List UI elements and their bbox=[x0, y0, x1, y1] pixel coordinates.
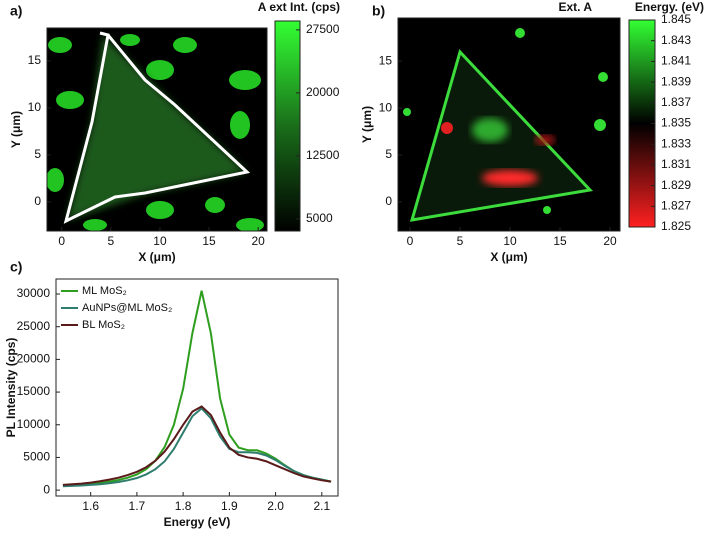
legend-label: BL MoS₂ bbox=[82, 319, 125, 331]
map-image-a bbox=[47, 28, 267, 231]
x-axis-label: X (μm) bbox=[490, 250, 527, 264]
colorbar bbox=[274, 20, 301, 232]
colorbar-tick-label: 1.833 bbox=[661, 136, 691, 150]
map-title: Ext. A bbox=[558, 0, 592, 14]
x-tick-label: 1.7 bbox=[129, 499, 146, 513]
x-tick-label: 1.6 bbox=[82, 499, 99, 513]
x-tick-label: 0 bbox=[58, 234, 65, 248]
y-tick-label: 10000 bbox=[17, 417, 51, 431]
plot-frame bbox=[46, 27, 268, 232]
y-tick-label: 5000 bbox=[23, 450, 50, 464]
x-tick-label: 1.9 bbox=[221, 499, 238, 513]
x-tick-label: 15 bbox=[553, 234, 567, 248]
y-tick-label: 5 bbox=[34, 147, 41, 161]
colorbar-tick-label: 1.835 bbox=[661, 116, 691, 130]
colorbar-tick-label: 1.839 bbox=[661, 74, 691, 88]
y-tick-label: 25000 bbox=[17, 319, 51, 333]
colorbar-tick-label: 27500 bbox=[306, 22, 340, 36]
x-tick-label: 2.1 bbox=[313, 499, 330, 513]
colorbar-tick-label: 1.845 bbox=[661, 12, 691, 26]
map-title: A ext Int. (cps) bbox=[258, 0, 340, 14]
y-tick-label: 30000 bbox=[17, 286, 51, 300]
x-tick-label: 10 bbox=[153, 234, 167, 248]
colorbar-title: Energy. (eV) bbox=[635, 0, 704, 14]
y-tick-label: 10 bbox=[28, 100, 42, 114]
x-axis-label: X (μm) bbox=[138, 250, 175, 264]
y-tick-label: 10 bbox=[379, 100, 393, 114]
map-image-b bbox=[398, 18, 620, 231]
plot-frame bbox=[397, 17, 621, 232]
x-tick-label: 15 bbox=[202, 234, 216, 248]
x-tick-label: 5 bbox=[107, 234, 114, 248]
y-axis-label: PL Intensity (cps) bbox=[4, 338, 18, 438]
y-tick-label: 20000 bbox=[17, 352, 51, 366]
y-tick-label: 15000 bbox=[17, 384, 51, 398]
colorbar-tick-label: 1.837 bbox=[661, 95, 691, 109]
x-tick-label: 1.8 bbox=[175, 499, 192, 513]
x-tick-label: 10 bbox=[503, 234, 517, 248]
legend-label: AuNPs@ML MoS₂ bbox=[82, 302, 172, 314]
x-tick-label: 0 bbox=[407, 234, 414, 248]
x-tick-label: 2.0 bbox=[267, 499, 284, 513]
y-tick-label: 15 bbox=[28, 53, 42, 67]
y-axis-label: Y (μm) bbox=[9, 111, 23, 148]
y-tick-label: 0 bbox=[385, 194, 392, 208]
x-tick-label: 5 bbox=[457, 234, 464, 248]
colorbar-tick-label: 1.829 bbox=[661, 178, 691, 192]
panel-label: a) bbox=[10, 3, 22, 19]
x-axis-label: Energy (eV) bbox=[164, 515, 231, 529]
colorbar-tick-label: 5000 bbox=[306, 211, 333, 225]
colorbar-tick-label: 1.841 bbox=[661, 54, 691, 68]
series-line bbox=[62, 405, 332, 486]
x-tick-label: 20 bbox=[251, 234, 265, 248]
colorbar-tick-label: 1.831 bbox=[661, 157, 691, 171]
colorbar-tick-label: 1.827 bbox=[661, 198, 691, 212]
colorbar-tick-label: 12500 bbox=[306, 148, 340, 162]
colorbar-tick-label: 1.825 bbox=[661, 219, 691, 233]
legend-label: ML MoS₂ bbox=[82, 285, 127, 297]
x-tick-label: 20 bbox=[603, 234, 617, 248]
y-tick-label: 0 bbox=[34, 194, 41, 208]
y-axis-label: Y (μm) bbox=[360, 106, 374, 143]
colorbar-tick-label: 20000 bbox=[306, 85, 340, 99]
plot-frame bbox=[55, 278, 339, 497]
y-tick-label: 15 bbox=[379, 53, 393, 67]
y-tick-label: 5 bbox=[385, 147, 392, 161]
panel-label: c) bbox=[10, 259, 22, 275]
series-line bbox=[62, 407, 332, 488]
panel-label: b) bbox=[372, 3, 385, 19]
y-tick-label: 0 bbox=[43, 482, 50, 496]
colorbar-tick-label: 1.843 bbox=[661, 33, 691, 47]
